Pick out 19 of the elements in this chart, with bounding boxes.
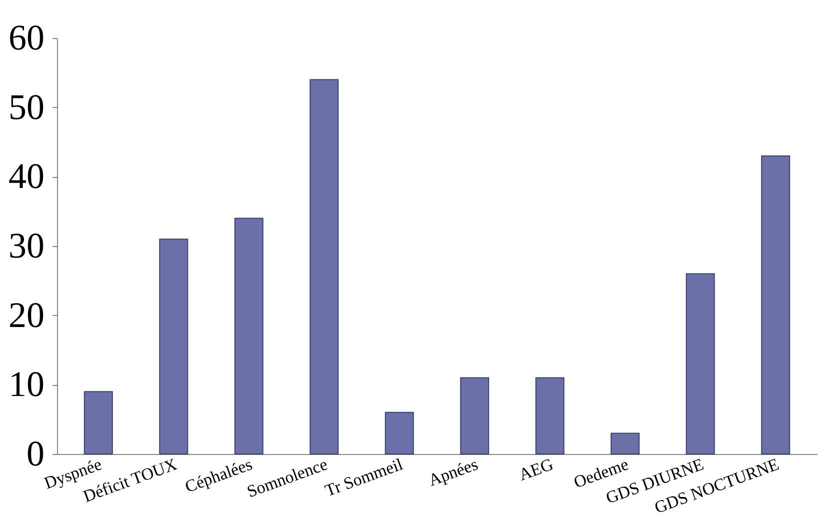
bar: [610, 432, 640, 454]
y-tick-label: 40: [8, 156, 44, 196]
bar: [535, 377, 564, 454]
y-tick-label: 60: [8, 18, 44, 58]
y-tick-label: 50: [8, 86, 44, 127]
bar: [159, 238, 188, 454]
y-tick-label: 10: [8, 364, 44, 404]
bar: [234, 218, 264, 454]
y-tick-label: 20: [8, 294, 44, 335]
bar: [761, 155, 790, 454]
x-tick-label: AEG: [516, 454, 556, 484]
bar: [460, 377, 490, 454]
x-tick-label: Apnées: [426, 454, 480, 490]
y-tick-label: 30: [8, 226, 44, 266]
y-tick-label: 0: [26, 434, 44, 474]
bar: [384, 412, 414, 454]
bar: [310, 79, 339, 454]
bar: [686, 273, 715, 454]
bar: [84, 391, 113, 454]
